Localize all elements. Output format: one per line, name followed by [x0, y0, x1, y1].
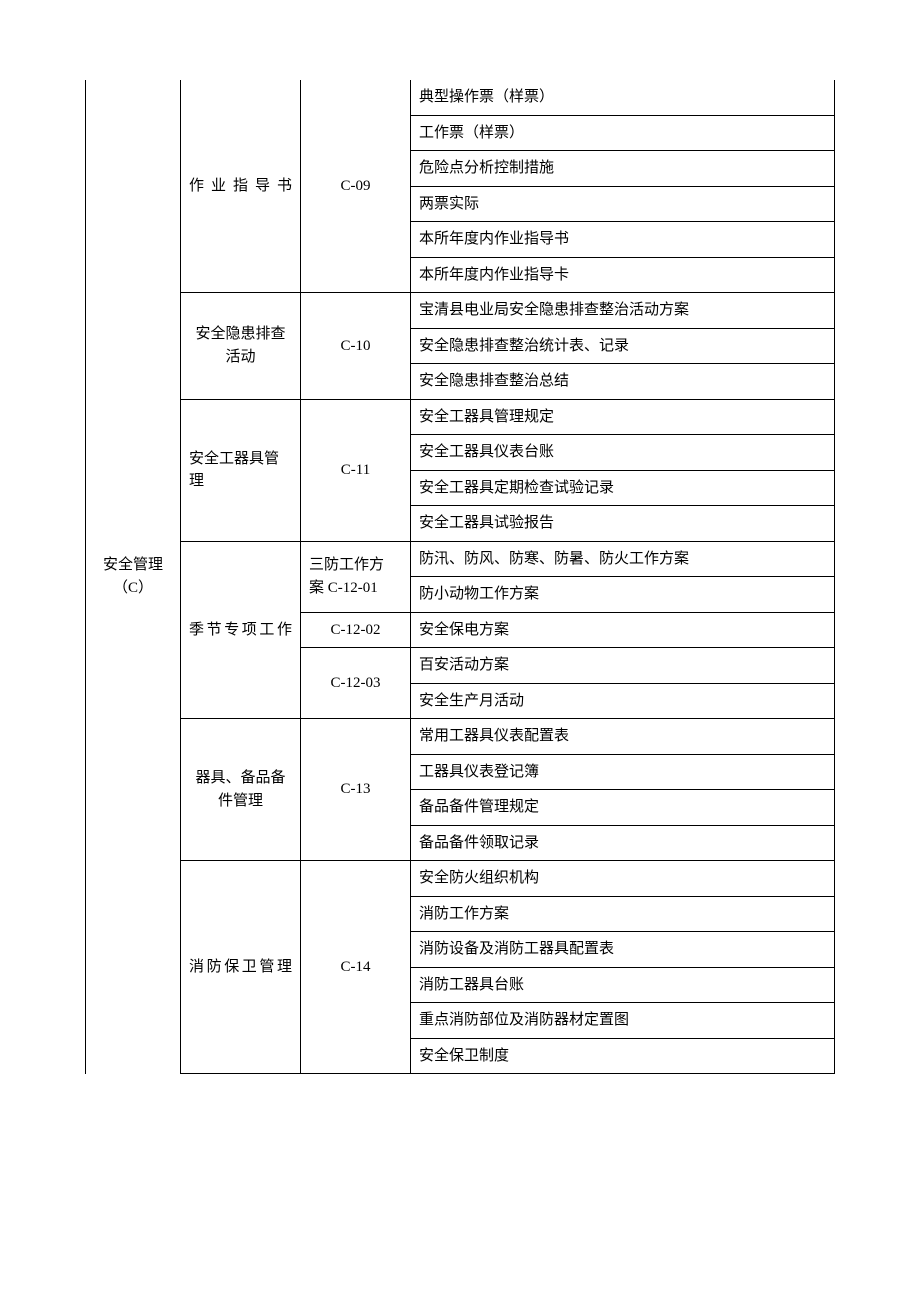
item-cell: 安全工器具管理规定: [411, 399, 835, 435]
item-text: 防汛、防风、防寒、防暑、防火工作方案: [419, 551, 689, 567]
item-cell: 消防工作方案: [411, 896, 835, 932]
item-cell: 百安活动方案: [411, 648, 835, 684]
category-cell: 安全管理 （C）: [86, 80, 181, 1074]
section-name: 季节专项工作: [189, 622, 292, 638]
item-cell: 本所年度内作业指导卡: [411, 257, 835, 293]
item-text: 宝清县电业局安全隐患排查整治活动方案: [419, 302, 689, 318]
section-name: 器具、备品备件管理: [195, 770, 285, 809]
category-label-1: 安全管理: [103, 557, 163, 573]
section-name: 安全隐患排查活动: [195, 326, 285, 365]
item-cell: 备品备件管理规定: [411, 790, 835, 826]
item-text: 安全工器具仪表台账: [419, 444, 554, 460]
item-cell: 宝清县电业局安全隐患排查整治活动方案: [411, 293, 835, 329]
item-text: 两票实际: [419, 196, 479, 212]
table-row: 安全隐患排查活动 C-10 宝清县电业局安全隐患排查整治活动方案: [86, 293, 835, 329]
item-cell: 本所年度内作业指导书: [411, 222, 835, 258]
item-cell: 危险点分析控制措施: [411, 151, 835, 187]
section-code-cell: C-10: [301, 293, 411, 400]
item-text: 典型操作票（样票）: [419, 89, 554, 105]
item-text: 安全工器具试验报告: [419, 515, 554, 531]
item-text: 安全生产月活动: [419, 693, 524, 709]
section-code: C-12-03: [331, 675, 381, 691]
item-text: 消防工器具台账: [419, 977, 524, 993]
section-name-cell: 安全工器具管理: [181, 399, 301, 541]
section-code-cell: C-12-02: [301, 612, 411, 648]
table-row: 器具、备品备件管理 C-13 常用工器具仪表配置表: [86, 719, 835, 755]
document-table: 安全管理 （C） 作业指导书 C-09 典型操作票（样票） 工作票（样票） 危险…: [85, 80, 835, 1074]
item-text: 安全保卫制度: [419, 1048, 509, 1064]
item-cell: 安全工器具仪表台账: [411, 435, 835, 471]
section-code-line1: 三防工作方: [309, 557, 384, 573]
section-code-cell: C-14: [301, 861, 411, 1074]
item-text: 本所年度内作业指导书: [419, 231, 569, 247]
item-cell: 安全工器具试验报告: [411, 506, 835, 542]
section-name-cell: 消防保卫管理: [181, 861, 301, 1074]
section-code: C-09: [341, 178, 371, 194]
section-code: C-13: [341, 781, 371, 797]
item-cell: 防汛、防风、防寒、防暑、防火工作方案: [411, 541, 835, 577]
item-cell: 工器具仪表登记簿: [411, 754, 835, 790]
section-code: C-14: [341, 959, 371, 975]
item-cell: 消防设备及消防工器具配置表: [411, 932, 835, 968]
item-text: 消防设备及消防工器具配置表: [419, 941, 614, 957]
item-cell: 两票实际: [411, 186, 835, 222]
item-text: 安全保电方案: [419, 622, 509, 638]
item-text: 防小动物工作方案: [419, 586, 539, 602]
section-code-cell: C-12-03: [301, 648, 411, 719]
section-name: 安全工器具管理: [189, 451, 279, 490]
table-row: 安全工器具管理 C-11 安全工器具管理规定: [86, 399, 835, 435]
table-row: 季节专项工作 三防工作方 案 C-12-01 防汛、防风、防寒、防暑、防火工作方…: [86, 541, 835, 577]
section-name-cell: 作业指导书: [181, 80, 301, 293]
section-code-cell: 三防工作方 案 C-12-01: [301, 541, 411, 612]
item-text: 备品备件管理规定: [419, 799, 539, 815]
section-code-cell: C-13: [301, 719, 411, 861]
item-text: 百安活动方案: [419, 657, 509, 673]
section-code-cell: C-11: [301, 399, 411, 541]
item-cell: 典型操作票（样票）: [411, 80, 835, 115]
item-text: 本所年度内作业指导卡: [419, 267, 569, 283]
item-text: 消防工作方案: [419, 906, 509, 922]
section-name-cell: 季节专项工作: [181, 541, 301, 719]
item-text: 安全防火组织机构: [419, 870, 539, 886]
item-cell: 备品备件领取记录: [411, 825, 835, 861]
item-text: 工器具仪表登记簿: [419, 764, 539, 780]
item-text: 安全工器具管理规定: [419, 409, 554, 425]
item-cell: 常用工器具仪表配置表: [411, 719, 835, 755]
item-cell: 重点消防部位及消防器材定置图: [411, 1003, 835, 1039]
section-code: C-12-02: [331, 622, 381, 638]
item-cell: 防小动物工作方案: [411, 577, 835, 613]
category-label-2: （C）: [113, 580, 153, 596]
item-text: 重点消防部位及消防器材定置图: [419, 1012, 629, 1028]
item-text: 安全隐患排查整治统计表、记录: [419, 338, 629, 354]
item-cell: 安全防火组织机构: [411, 861, 835, 897]
table-row: 安全管理 （C） 作业指导书 C-09 典型操作票（样票）: [86, 80, 835, 115]
section-name-cell: 安全隐患排查活动: [181, 293, 301, 400]
item-text: 常用工器具仪表配置表: [419, 728, 569, 744]
item-cell: 消防工器具台账: [411, 967, 835, 1003]
table-row: 消防保卫管理 C-14 安全防火组织机构: [86, 861, 835, 897]
section-name: 消防保卫管理: [189, 959, 292, 975]
item-cell: 工作票（样票）: [411, 115, 835, 151]
section-code-cell: C-09: [301, 80, 411, 293]
item-text: 安全工器具定期检查试验记录: [419, 480, 614, 496]
section-code: C-11: [341, 462, 370, 478]
item-cell: 安全工器具定期检查试验记录: [411, 470, 835, 506]
item-cell: 安全保卫制度: [411, 1038, 835, 1074]
item-cell: 安全保电方案: [411, 612, 835, 648]
item-text: 工作票（样票）: [419, 125, 524, 141]
section-name-cell: 器具、备品备件管理: [181, 719, 301, 861]
section-name: 作业指导书: [189, 178, 292, 194]
item-cell: 安全生产月活动: [411, 683, 835, 719]
section-code: C-10: [341, 338, 371, 354]
item-text: 备品备件领取记录: [419, 835, 539, 851]
item-text: 危险点分析控制措施: [419, 160, 554, 176]
item-cell: 安全隐患排查整治统计表、记录: [411, 328, 835, 364]
section-code-line2: 案 C-12-01: [309, 580, 378, 596]
item-text: 安全隐患排查整治总结: [419, 373, 569, 389]
item-cell: 安全隐患排查整治总结: [411, 364, 835, 400]
